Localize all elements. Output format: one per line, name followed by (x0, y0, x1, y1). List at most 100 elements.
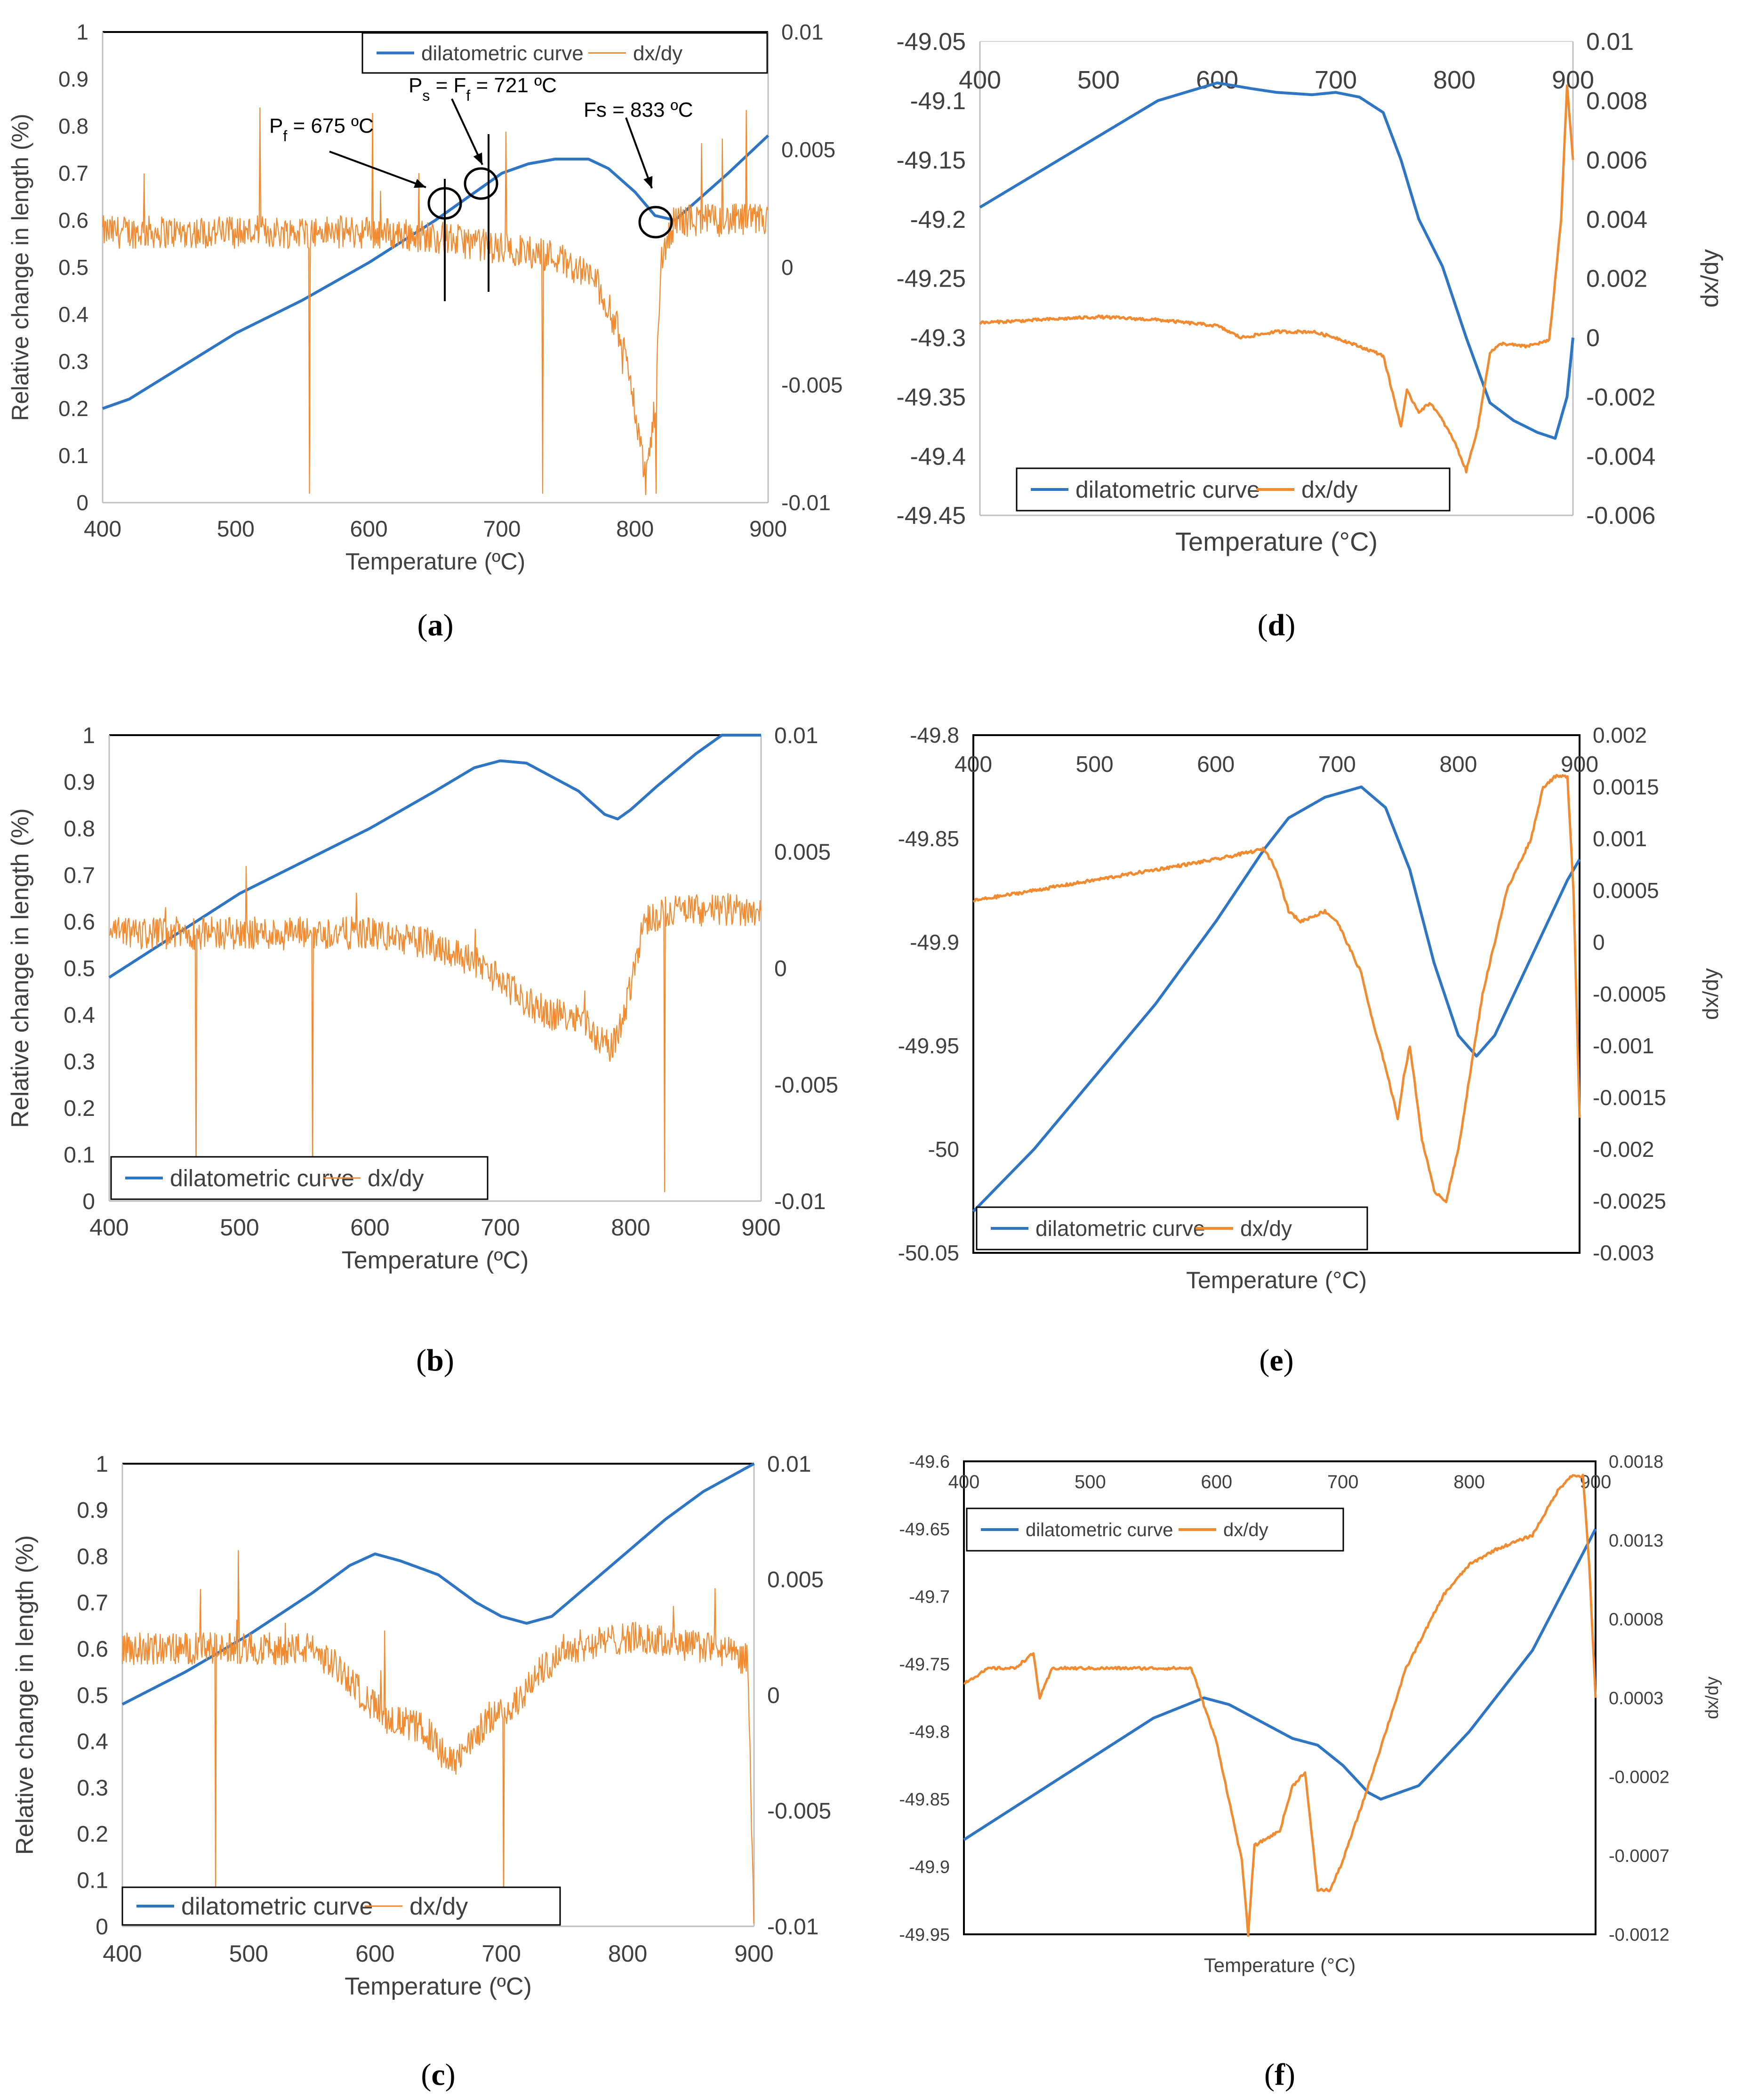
y2-tick-label: 0.0003 (1609, 1689, 1663, 1708)
y-tick-label: -49.45 (897, 502, 966, 529)
y2-tick-label: 0.008 (1586, 88, 1647, 115)
marker-circle (638, 206, 673, 239)
x-tick-label: 500 (1077, 66, 1120, 94)
panel-caption: (c) (421, 2058, 455, 2092)
x-axis-label: Temperature (ºC) (345, 548, 525, 575)
legend-label: dilatometric curve (1075, 477, 1260, 503)
dxdy-line (963, 1474, 1597, 1937)
y2-tick-label: 0.001 (1593, 826, 1647, 851)
x-tick-label: 700 (1318, 752, 1356, 777)
x-tick-label: 700 (483, 517, 521, 542)
legend-label: dilatometric curve (181, 1893, 373, 1920)
legend-label: dx/dy (368, 1165, 424, 1192)
y2-tick-label: 0.0015 (1593, 775, 1659, 799)
chart-c: 400 500 600 700 800 900 0 0.1 0.2 0.3 0.4 0.5 0.6 0.7… (11, 1452, 831, 2092)
y-tick-label: 1 (96, 1452, 108, 1477)
y-tick-label: 0.5 (64, 956, 95, 981)
y-tick-label: -49.3 (910, 325, 966, 352)
y2-tick-label: 0.0005 (1593, 878, 1659, 903)
y-tick-label: -49.95 (899, 1925, 950, 1945)
y-tick-label: 1 (82, 723, 95, 748)
y2-tick-label: 0 (781, 255, 794, 280)
dilatometric-curve-line (979, 81, 1574, 440)
y-tick-label: -49.6 (909, 1452, 950, 1472)
y2-tick-label: 0.004 (1586, 206, 1647, 233)
y-tick-label: 0.8 (58, 114, 88, 138)
panel-caption: (f) (1264, 2058, 1295, 2092)
y2-tick-label: -0.0002 (1609, 1767, 1669, 1787)
x-axis-label: Temperature (°C) (1175, 527, 1378, 556)
x-tick-label: 500 (1075, 1472, 1106, 1492)
panel-caption: (b) (416, 1343, 454, 1378)
y-tick-label: 0.4 (77, 1730, 108, 1755)
y-tick-label: 0.9 (77, 1498, 108, 1523)
dxdy-line (972, 774, 1581, 1203)
y-tick-label: -49.9 (910, 930, 959, 954)
y-tick-label: -49.2 (910, 206, 966, 233)
x-tick-label: 900 (734, 1940, 773, 1967)
y2-tick-label: -0.002 (1586, 384, 1655, 411)
y2-tick-label: -0.002 (1593, 1137, 1654, 1162)
y-tick-label: 0.6 (64, 910, 95, 935)
x-tick-label: 900 (749, 517, 787, 542)
y-tick-label: 1 (76, 20, 88, 44)
dilatometric-curve-line (963, 1528, 1597, 1841)
y2-tick-label: 0.01 (1586, 28, 1634, 56)
y2-tick-label: -0.01 (767, 1915, 818, 1940)
y2-tick-label: 0 (1593, 930, 1605, 954)
y-tick-label: 0 (82, 1189, 95, 1214)
x-tick-label: 600 (355, 1940, 394, 1967)
dilatometric-curve-line (108, 734, 762, 979)
y2-tick-label: 0 (1586, 325, 1600, 352)
y2-tick-label: 0 (767, 1683, 780, 1708)
y-tick-label: -49.1 (910, 88, 966, 115)
y2-tick-label: -0.0005 (1593, 982, 1666, 1006)
y2-tick-label: -0.0012 (1609, 1925, 1669, 1945)
y-tick-label: 0.6 (77, 1637, 108, 1662)
y2-tick-label: 0.005 (774, 840, 831, 865)
legend: dilatometric curve dx/dy (976, 1206, 1368, 1250)
y-tick-label: -49.75 (899, 1655, 950, 1675)
annotation-label: Ps = Ff = 721 ºC (409, 74, 557, 104)
x-tick-label: 700 (481, 1214, 520, 1241)
y-tick-label: 0.5 (77, 1683, 108, 1708)
y-tick-label: 0.7 (77, 1591, 108, 1616)
x-tick-label: 500 (217, 517, 255, 542)
legend-box (110, 1156, 489, 1200)
y2-tick-label: 0.002 (1593, 723, 1647, 747)
annotation-arrow (451, 98, 483, 165)
x-tick-label: 400 (89, 1214, 128, 1241)
x-tick-label: 800 (1433, 66, 1476, 94)
y-tick-label: 0.1 (77, 1868, 108, 1893)
y-tick-label: 0.3 (77, 1776, 108, 1801)
legend-label: dx/dy (409, 1893, 468, 1920)
y-tick-label: 0.1 (64, 1143, 95, 1168)
y2-tick-label: -0.006 (1586, 502, 1655, 529)
y-axis-label: Relative change in length (%) (7, 808, 34, 1128)
y-tick-label: 0.9 (58, 67, 88, 91)
y-tick-label: -49.85 (899, 1790, 950, 1810)
y-tick-label: 0.7 (64, 863, 95, 888)
x-tick-label: 600 (350, 517, 388, 542)
panel-caption: (d) (1258, 608, 1296, 642)
legend-label: dx/dy (1240, 1216, 1292, 1241)
annotation-label: Fs = 833 ºC (584, 98, 693, 121)
y-tick-label: 0.9 (64, 770, 95, 795)
legend-label: dilatometric curve (1035, 1216, 1205, 1241)
annotation-arrow (329, 151, 426, 188)
y2-tick-label: -0.0025 (1593, 1189, 1666, 1213)
y2-tick-label: 0.0013 (1609, 1531, 1663, 1551)
x-tick-label: 600 (1201, 1472, 1232, 1492)
y-tick-label: 0.8 (64, 817, 95, 842)
marker-circle (464, 167, 498, 200)
x-tick-label: 800 (1453, 1472, 1485, 1492)
y2-tick-label: -0.005 (781, 373, 842, 397)
y-tick-label: 0.4 (58, 302, 88, 327)
y2-tick-label: 0.01 (767, 1452, 811, 1477)
chart-d: 400 500 600 700 800 900 -49.45 -49.4 -49.35 -49.3… (897, 28, 1724, 642)
x-tick-label: 400 (84, 517, 121, 542)
y-tick-label: -49.8 (909, 1723, 950, 1742)
x-tick-label: 500 (229, 1940, 268, 1967)
plot-frame (972, 734, 1581, 1254)
